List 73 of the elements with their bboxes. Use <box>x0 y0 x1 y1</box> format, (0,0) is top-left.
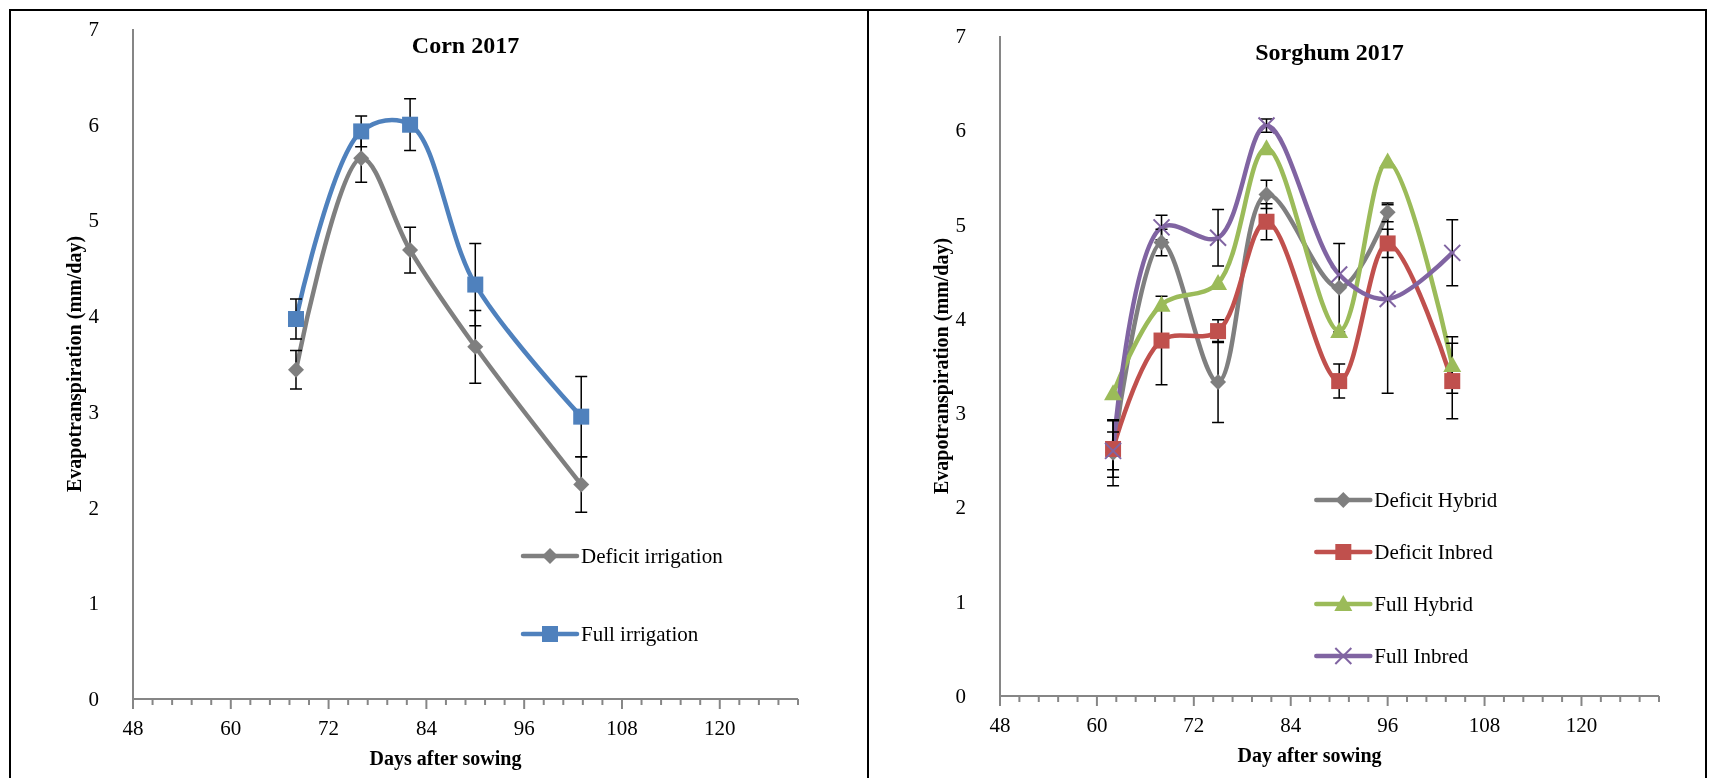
y-tick-label: 4 <box>955 306 967 331</box>
point <box>1444 373 1461 390</box>
point <box>1443 356 1462 373</box>
x-tick-label: 120 <box>704 716 736 740</box>
point <box>402 242 419 259</box>
point <box>1378 152 1397 169</box>
x-tick-label: 60 <box>220 716 242 740</box>
x-tick-label: 48 <box>989 713 1011 737</box>
y-tick-label: 3 <box>88 399 99 424</box>
point <box>467 276 484 293</box>
x-tick-label: 84 <box>1280 713 1302 737</box>
point <box>1153 234 1170 251</box>
chart-title: Sorghum 2017 <box>1255 39 1404 65</box>
point <box>573 408 590 425</box>
point <box>1258 186 1275 203</box>
point <box>1330 322 1349 339</box>
chart-title: Corn 2017 <box>411 32 520 58</box>
legend-label: Deficit Inbred <box>1374 540 1494 564</box>
x-tick-label: 72 <box>318 716 340 740</box>
y-tick-label: 6 <box>88 112 99 137</box>
y-tick-label: 5 <box>955 212 966 237</box>
x-axis-title: Day after sowing <box>1237 744 1382 767</box>
point <box>287 311 304 328</box>
y-tick-label: 0 <box>88 687 99 711</box>
y-tick-label: 7 <box>88 17 99 41</box>
point <box>353 150 370 167</box>
legend-label: Deficit irrigation <box>581 544 724 568</box>
x-tick-label: 108 <box>606 716 638 740</box>
point <box>1210 323 1227 340</box>
y-tick-label: 3 <box>955 401 966 426</box>
point <box>353 123 370 140</box>
legend-label: Deficit Hybrid <box>1374 488 1498 512</box>
y-tick-label: 1 <box>88 591 99 616</box>
point <box>1378 290 1397 309</box>
y-tick-label: 7 <box>955 24 966 48</box>
point <box>1330 265 1349 284</box>
point <box>1152 295 1171 312</box>
y-tick-label: 2 <box>88 495 99 520</box>
legend-label: Full Inbred <box>1374 644 1469 668</box>
y-tick-label: 6 <box>955 118 966 143</box>
point <box>1209 274 1228 291</box>
point <box>287 361 304 378</box>
point <box>1153 332 1170 349</box>
y-tick-label: 1 <box>955 589 966 614</box>
point <box>1258 213 1275 230</box>
x-tick-label: 48 <box>122 716 144 740</box>
point <box>1209 228 1228 247</box>
y-tick-label: 0 <box>955 684 966 708</box>
point <box>467 338 484 355</box>
point <box>1210 374 1227 391</box>
x-tick-label: 72 <box>1183 713 1205 737</box>
x-tick-label: 84 <box>415 716 438 740</box>
y-axis-title: Evapotranspiration (mm/day) <box>63 235 86 493</box>
x-tick-label: 96 <box>513 716 535 740</box>
point <box>1443 243 1462 262</box>
x-tick-label: 108 <box>1468 713 1501 737</box>
point <box>1379 235 1396 252</box>
x-tick-label: 60 <box>1086 713 1108 737</box>
y-tick-label: 5 <box>88 208 99 233</box>
y-tick-label: 4 <box>88 304 100 329</box>
y-tick-label: 2 <box>955 495 966 520</box>
legend-label: Full irrigation <box>581 622 699 646</box>
point <box>1152 218 1171 237</box>
x-tick-label: 96 <box>1377 713 1399 737</box>
x-axis-title: Days after sowing <box>369 747 522 770</box>
point <box>1104 384 1123 401</box>
legend-label: Full Hybrid <box>1374 592 1474 616</box>
y-axis-title: Evapotranspiration (mm/day) <box>930 237 953 495</box>
x-tick-label: 120 <box>1565 713 1598 737</box>
point <box>1331 279 1348 296</box>
point <box>1331 373 1348 390</box>
point <box>573 476 590 493</box>
point <box>402 116 419 133</box>
